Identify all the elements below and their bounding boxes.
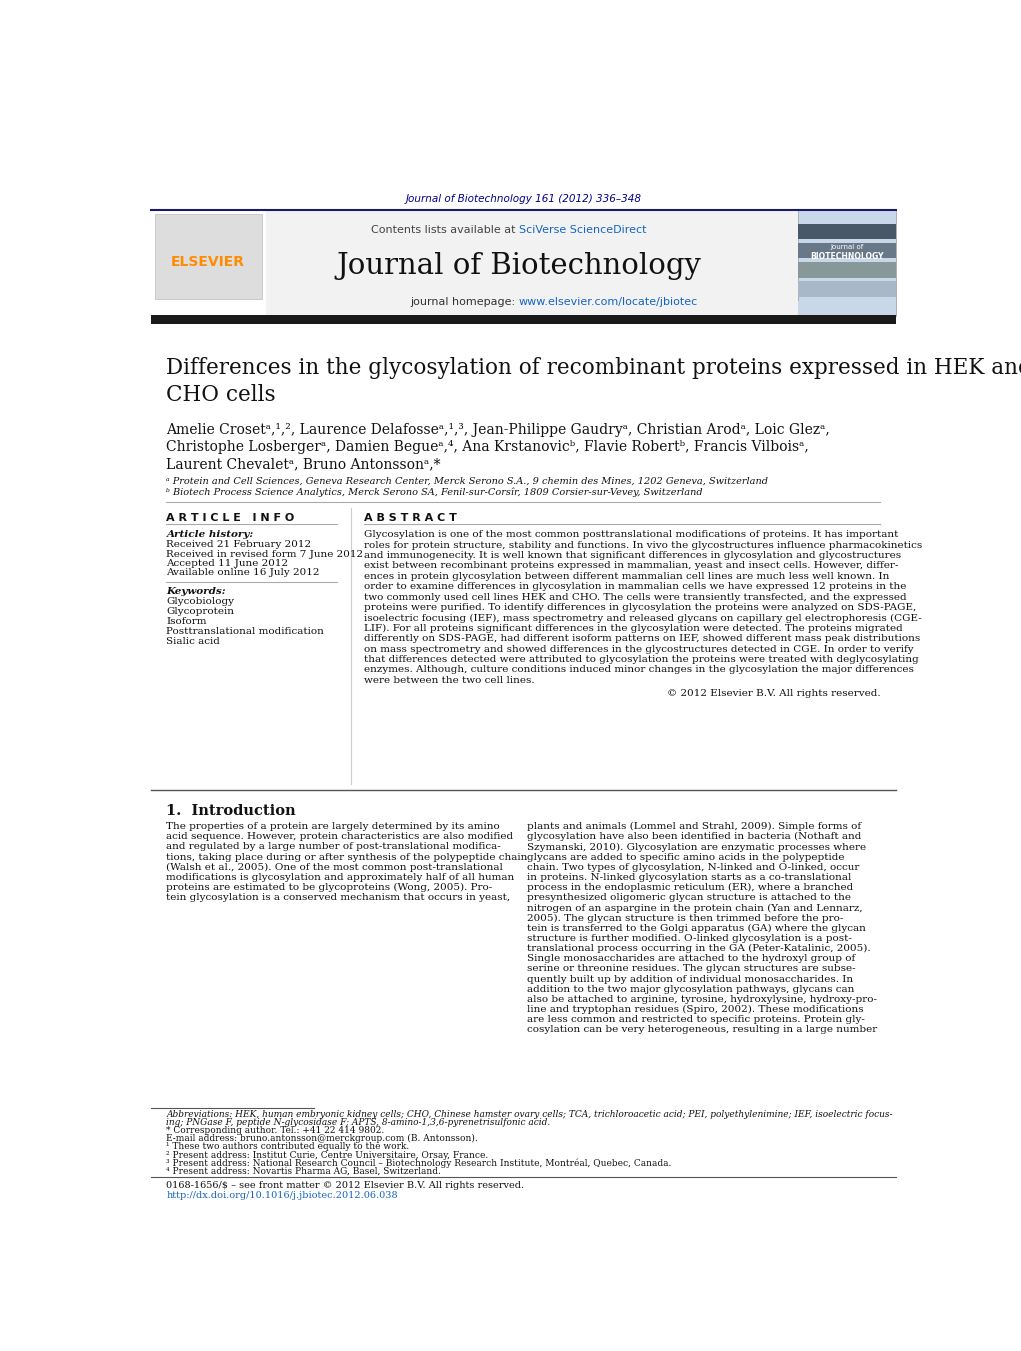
Text: Sialic acid: Sialic acid [166, 638, 221, 646]
Text: nitrogen of an aspargine in the protein chain (Yan and Lennarz,: nitrogen of an aspargine in the protein … [527, 904, 863, 912]
Text: BIOTECHNOLOGY: BIOTECHNOLOGY [810, 253, 883, 261]
Text: ³ Present address: National Research Council – Biotechnology Research Institute,: ³ Present address: National Research Cou… [166, 1158, 672, 1167]
Text: addition to the two major glycosylation pathways, glycans can: addition to the two major glycosylation … [527, 985, 855, 994]
Text: tions, taking place during or after synthesis of the polypeptide chain: tions, taking place during or after synt… [166, 852, 528, 862]
Text: enzymes. Although, culture conditions induced minor changes in the glycosylation: enzymes. Although, culture conditions in… [364, 666, 914, 674]
Text: E-mail address: bruno.antonsson@merckgroup.com (B. Antonsson).: E-mail address: bruno.antonsson@merckgro… [166, 1135, 478, 1143]
Text: Posttranslational modification: Posttranslational modification [166, 627, 325, 636]
Text: that differences detected were attributed to glycosylation the proteins were tre: that differences detected were attribute… [364, 655, 919, 665]
Text: modifications is glycosylation and approximately half of all human: modifications is glycosylation and appro… [166, 873, 515, 882]
Text: chain. Two types of glycosylation, N-linked and O-linked, occur: chain. Two types of glycosylation, N-lin… [527, 863, 859, 871]
Text: glycosylation have also been identified in bacteria (Nothaft and: glycosylation have also been identified … [527, 832, 861, 842]
Text: Contents lists available at: Contents lists available at [371, 224, 519, 235]
Text: on mass spectrometry and showed differences in the glycostructures detected in C: on mass spectrometry and showed differen… [364, 644, 914, 654]
Text: Available online 16 July 2012: Available online 16 July 2012 [166, 567, 320, 577]
Text: Journal of Biotechnology 161 (2012) 336–348: Journal of Biotechnology 161 (2012) 336–… [405, 195, 641, 204]
Text: Received 21 February 2012: Received 21 February 2012 [166, 540, 311, 550]
Bar [151, 209, 895, 316]
Text: presynthesized oligomeric glycan structure is attached to the: presynthesized oligomeric glycan structu… [527, 893, 850, 902]
Text: translational process occurring in the GA (Peter-Katalinic, 2005).: translational process occurring in the G… [527, 944, 870, 954]
Text: tein glycosylation is a conserved mechanism that occurs in yeast,: tein glycosylation is a conserved mechan… [166, 893, 510, 902]
Bar [798, 301, 895, 316]
Text: Differences in the glycosylation of recombinant proteins expressed in HEK and: Differences in the glycosylation of reco… [166, 358, 1021, 380]
Text: ences in protein glycosylation between different mammalian cell lines are much l: ences in protein glycosylation between d… [364, 571, 889, 581]
Text: Laurent Chevaletᵃ, Bruno Antonssonᵃ,*: Laurent Chevaletᵃ, Bruno Antonssonᵃ,* [166, 457, 441, 471]
Bar [155, 215, 261, 299]
Text: 0168-1656/$ – see front matter © 2012 Elsevier B.V. All rights reserved.: 0168-1656/$ – see front matter © 2012 El… [166, 1181, 525, 1190]
Text: The properties of a protein are largely determined by its amino: The properties of a protein are largely … [166, 823, 500, 831]
Text: quently built up by addition of individual monosaccharides. In: quently built up by addition of individu… [527, 974, 853, 984]
Text: plants and animals (Lommel and Strahl, 2009). Simple forms of: plants and animals (Lommel and Strahl, 2… [527, 821, 861, 831]
Bar [798, 209, 895, 316]
Text: ing; PNGase F, peptide N-glycosidase F; APTS, 8-amino-1,3,6-pyrenetrisulfonic ac: ing; PNGase F, peptide N-glycosidase F; … [166, 1119, 550, 1127]
Text: Glycoprotein: Glycoprotein [166, 608, 235, 616]
Text: and immunogenecity. It is well known that significant differences in glycosylati: and immunogenecity. It is well known tha… [364, 551, 902, 561]
Text: order to examine differences in glycosylation in mammalian cells we have express: order to examine differences in glycosyl… [364, 582, 907, 592]
Text: A B S T R A C T: A B S T R A C T [364, 513, 456, 523]
Text: Accepted 11 June 2012: Accepted 11 June 2012 [166, 559, 289, 567]
Text: Amelie Crosetᵃ,¹,², Laurence Delafosseᵃ,¹,³, Jean-Philippe Gaudryᵃ, Christian Ar: Amelie Crosetᵃ,¹,², Laurence Delafosseᵃ,… [166, 423, 830, 438]
Text: Journal of: Journal of [830, 243, 864, 250]
Text: CHO cells: CHO cells [166, 384, 276, 405]
Text: © 2012 Elsevier B.V. All rights reserved.: © 2012 Elsevier B.V. All rights reserved… [667, 689, 880, 698]
Text: line and tryptophan residues (Spiro, 2002). These modifications: line and tryptophan residues (Spiro, 200… [527, 1005, 864, 1015]
Text: journal homepage:: journal homepage: [410, 297, 519, 307]
Text: ¹ These two authors contributed equally to the work.: ¹ These two authors contributed equally … [166, 1143, 409, 1151]
Text: were between the two cell lines.: were between the two cell lines. [364, 676, 535, 685]
Text: Article history:: Article history: [166, 531, 253, 539]
Bar [798, 281, 895, 297]
Text: isoelectric focusing (IEF), mass spectrometry and released glycans on capillary : isoelectric focusing (IEF), mass spectro… [364, 613, 922, 623]
Bar [151, 209, 265, 316]
Bar [151, 315, 895, 324]
Text: in proteins. N-linked glycosylation starts as a co-translational: in proteins. N-linked glycosylation star… [527, 873, 852, 882]
Text: proteins are estimated to be glycoproteins (Wong, 2005). Pro-: proteins are estimated to be glycoprotei… [166, 884, 492, 892]
Text: Journal of Biotechnology: Journal of Biotechnology [337, 253, 701, 280]
Text: exist between recombinant proteins expressed in mammalian, yeast and insect cell: exist between recombinant proteins expre… [364, 562, 898, 570]
Text: LIF). For all proteins significant differences in the glycosylation were detecte: LIF). For all proteins significant diffe… [364, 624, 903, 632]
Text: www.elsevier.com/locate/jbiotec: www.elsevier.com/locate/jbiotec [519, 297, 698, 307]
Text: serine or threonine residues. The glycan structures are subse-: serine or threonine residues. The glycan… [527, 965, 856, 974]
Text: * Corresponding author. Tel.: +41 22 414 9802.: * Corresponding author. Tel.: +41 22 414… [166, 1127, 385, 1135]
Bar [798, 224, 895, 239]
Text: and regulated by a large number of post-translational modifica-: and regulated by a large number of post-… [166, 843, 501, 851]
Bar [798, 262, 895, 277]
Text: process in the endoplasmic reticulum (ER), where a branched: process in the endoplasmic reticulum (ER… [527, 884, 853, 892]
Text: acid sequence. However, protein characteristics are also modified: acid sequence. However, protein characte… [166, 832, 514, 842]
Text: ELSEVIER: ELSEVIER [172, 255, 245, 269]
Text: 2005). The glycan structure is then trimmed before the pro-: 2005). The glycan structure is then trim… [527, 913, 843, 923]
Text: Christophe Losbergerᵃ, Damien Begueᵃ,⁴, Ana Krstanovicᵇ, Flavie Robertᵇ, Francis: Christophe Losbergerᵃ, Damien Begueᵃ,⁴, … [166, 440, 809, 454]
Text: roles for protein structure, stability and functions. In vivo the glycostructure: roles for protein structure, stability a… [364, 540, 922, 550]
Text: Glycosylation is one of the most common posttranslational modifications of prote: Glycosylation is one of the most common … [364, 531, 898, 539]
Text: Received in revised form 7 June 2012: Received in revised form 7 June 2012 [166, 550, 363, 558]
Text: ⁴ Present address: Novartis Pharma AG, Basel, Switzerland.: ⁴ Present address: Novartis Pharma AG, B… [166, 1167, 441, 1175]
Text: ² Present address: Institut Curie, Centre Universitaire, Orsay, France.: ² Present address: Institut Curie, Centr… [166, 1151, 489, 1159]
Text: ᵃ Protein and Cell Sciences, Geneva Research Center, Merck Serono S.A., 9 chemin: ᵃ Protein and Cell Sciences, Geneva Rese… [166, 477, 769, 486]
Text: http://dx.doi.org/10.1016/j.jbiotec.2012.06.038: http://dx.doi.org/10.1016/j.jbiotec.2012… [166, 1192, 398, 1200]
Text: Abbreviations: HEK, human embryonic kidney cells; CHO, Chinese hamster ovary cel: Abbreviations: HEK, human embryonic kidn… [166, 1111, 893, 1119]
Text: 1.  Introduction: 1. Introduction [166, 804, 296, 819]
Text: proteins were purified. To identify differences in glycosylation the proteins we: proteins were purified. To identify diff… [364, 603, 916, 612]
Text: two commonly used cell lines HEK and CHO. The cells were transiently transfected: two commonly used cell lines HEK and CHO… [364, 593, 907, 601]
Text: Szymanski, 2010). Glycosylation are enzymatic processes where: Szymanski, 2010). Glycosylation are enzy… [527, 843, 866, 851]
Bar [798, 243, 895, 258]
Text: are less common and restricted to specific proteins. Protein gly-: are less common and restricted to specif… [527, 1015, 865, 1024]
Text: glycans are added to specific amino acids in the polypeptide: glycans are added to specific amino acid… [527, 852, 844, 862]
Text: SciVerse ScienceDirect: SciVerse ScienceDirect [519, 224, 646, 235]
Text: ᵇ Biotech Process Science Analytics, Merck Serono SA, Fenil-sur-Corsîr, 1809 Cor: ᵇ Biotech Process Science Analytics, Mer… [166, 488, 703, 497]
Text: A R T I C L E   I N F O: A R T I C L E I N F O [166, 513, 295, 523]
Text: Single monosaccharides are attached to the hydroxyl group of: Single monosaccharides are attached to t… [527, 954, 855, 963]
Text: (Walsh et al., 2005). One of the most common post-translational: (Walsh et al., 2005). One of the most co… [166, 863, 503, 871]
Text: also be attached to arginine, tyrosine, hydroxylysine, hydroxy-pro-: also be attached to arginine, tyrosine, … [527, 994, 877, 1004]
Text: Isoform: Isoform [166, 617, 207, 627]
Text: Glycobiology: Glycobiology [166, 597, 235, 607]
Text: tein is transferred to the Golgi apparatus (GA) where the glycan: tein is transferred to the Golgi apparat… [527, 924, 866, 932]
Text: structure is further modified. O-linked glycosylation is a post-: structure is further modified. O-linked … [527, 934, 852, 943]
Text: Keywords:: Keywords: [166, 588, 226, 596]
Text: cosylation can be very heterogeneous, resulting in a large number: cosylation can be very heterogeneous, re… [527, 1025, 877, 1035]
Text: differently on SDS-PAGE, had different isoform patterns on IEF, showed different: differently on SDS-PAGE, had different i… [364, 634, 920, 643]
